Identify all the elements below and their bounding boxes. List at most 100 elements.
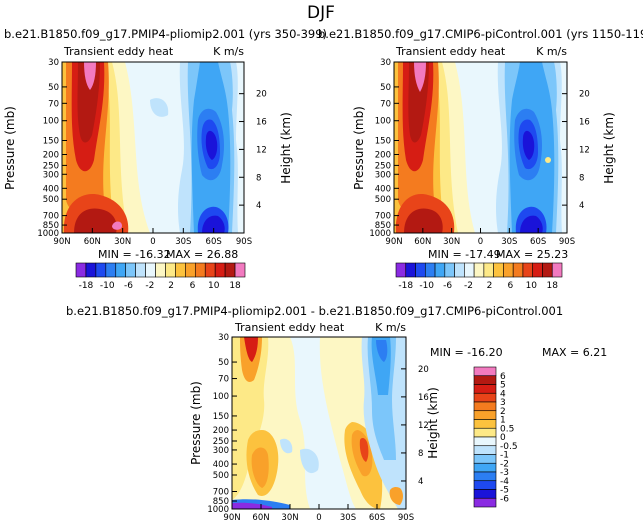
colorbar-tick-label: -10 xyxy=(100,281,115,291)
field-region xyxy=(359,437,369,462)
y-tick-label: 200 xyxy=(213,426,229,436)
y-tick-label: 50 xyxy=(48,83,59,93)
y-tick-label: 70 xyxy=(380,99,391,109)
max-label: MAX = 6.21 xyxy=(542,346,607,359)
y2-tick-label: 12 xyxy=(418,421,429,431)
y-tick-label: 1000 xyxy=(37,229,59,239)
colorbar-swatch xyxy=(115,262,127,278)
colorbar-swatch xyxy=(444,262,455,278)
colorbar-swatch xyxy=(473,419,497,429)
y2-tick-label: 8 xyxy=(418,449,423,459)
x-axis: 90N 60N 30N 0 30S 60S 90S xyxy=(53,228,252,247)
y-tick-label: 100 xyxy=(43,117,59,127)
x-tick-label: 60S xyxy=(206,237,222,247)
field-region xyxy=(280,438,293,454)
colorbar-swatch xyxy=(204,262,216,278)
colorbar-swatch xyxy=(135,262,146,278)
panel-pliomip: b.e21.B1850.f09_g17.PMIP4-pliomip2.001 (… xyxy=(3,27,327,291)
colorbar-tick-label: 0 xyxy=(500,433,506,443)
colorbar-swatch xyxy=(473,375,497,385)
colorbar-swatch xyxy=(175,262,186,278)
field-region xyxy=(150,98,169,117)
panel-subtitle-left: Transient eddy heat xyxy=(395,45,506,58)
y-tick-label: 850 xyxy=(213,497,229,507)
colorbar-swatch xyxy=(473,480,497,490)
panel-subtitle-right: K m/s xyxy=(213,45,244,58)
colorbar: -18 -10 -6 -2 2 6 10 18 xyxy=(75,262,246,291)
x-tick-label: 60S xyxy=(369,513,385,523)
colorbar-tick-label: -1 xyxy=(500,451,509,461)
field-region xyxy=(520,215,543,233)
colorbar-swatch xyxy=(473,392,497,403)
colorbar-tick-label: 3 xyxy=(500,398,506,408)
colorbar-tick-label: -6 xyxy=(443,281,452,291)
y-tick-label: 300 xyxy=(375,170,391,180)
colorbar-swatch xyxy=(395,262,407,278)
colorbar-tick-label: 10 xyxy=(208,281,220,291)
y-axis-label: Pressure (mb) xyxy=(352,106,366,190)
colorbar-tick-label: -2 xyxy=(145,281,154,291)
y-tick-label: 300 xyxy=(43,170,59,180)
y-tick-label: 250 xyxy=(213,437,229,447)
x-tick-label: 30N xyxy=(114,237,131,247)
y2-tick-label: 16 xyxy=(256,118,267,128)
y-tick-label: 70 xyxy=(48,99,59,109)
field-region xyxy=(205,130,218,160)
colorbar-swatch xyxy=(165,262,176,278)
colorbar-swatch xyxy=(473,384,497,394)
colorbar-swatch xyxy=(473,410,497,420)
field-region xyxy=(74,208,117,233)
colorbar-swatch xyxy=(75,262,87,278)
y-tick-label: 700 xyxy=(213,488,229,498)
colorbar-swatch xyxy=(483,262,494,278)
y-tick-label: 30 xyxy=(218,333,229,343)
field-region xyxy=(77,62,100,143)
y-tick-label: 150 xyxy=(375,136,391,146)
colorbar-swatch xyxy=(522,262,534,278)
colorbar-tick-label: -3 xyxy=(500,468,509,478)
colorbar-tick-label: 6 xyxy=(190,281,196,291)
panel-subtitle-right: K m/s xyxy=(375,321,406,334)
colorbar-swatch xyxy=(125,262,136,278)
x-tick-label: 90N xyxy=(385,237,402,247)
y-axis-label: Pressure (mb) xyxy=(3,106,17,190)
y-tick-label: 30 xyxy=(380,58,391,68)
colorbar-tick-label: -6 xyxy=(124,281,133,291)
colorbar-swatch xyxy=(473,427,497,438)
y2-tick-label: 4 xyxy=(579,201,584,211)
field-region xyxy=(404,208,443,233)
colorbar-swatch xyxy=(473,497,497,508)
colorbar-swatch xyxy=(95,262,107,278)
y2-tick-label: 20 xyxy=(579,90,590,100)
y2-axis-label: Height (km) xyxy=(279,112,293,183)
x-tick-label: 60N xyxy=(252,513,269,523)
y2-axis-label: Height (km) xyxy=(426,387,440,458)
field-region xyxy=(389,486,403,505)
colorbar-tick-label: -18 xyxy=(79,281,94,291)
x-tick-label: 0 xyxy=(150,237,155,247)
field-region xyxy=(244,337,258,362)
min-label: MIN = -17.49 xyxy=(428,248,501,261)
y2-tick-label: 16 xyxy=(418,393,429,403)
min-label: MIN = -16.20 xyxy=(430,346,503,359)
panel-title: b.e21.B1850.f09_g17.PMIP4-pliomip2.001 (… xyxy=(4,27,327,41)
x-axis: 90N 60N 30N 0 30S 60S 90S xyxy=(223,504,414,523)
colorbar-swatch xyxy=(473,401,497,412)
colorbar-tick-label: -18 xyxy=(398,281,413,291)
x-tick-label: 60N xyxy=(84,237,101,247)
y-tick-label: 200 xyxy=(375,151,391,161)
y-tick-label: 400 xyxy=(43,184,59,194)
field-region xyxy=(232,337,269,500)
y-tick-label: 30 xyxy=(48,58,59,68)
y2-tick-label: 4 xyxy=(256,201,261,211)
field-region xyxy=(376,340,388,362)
x-tick-label: 30N xyxy=(443,237,460,247)
colorbar-tick-label: 0.5 xyxy=(500,424,514,434)
colorbar-tick-label: 1 xyxy=(500,416,506,426)
y-tick-label: 500 xyxy=(213,471,229,481)
y-tick-label: 700 xyxy=(43,212,59,222)
colorbar-swatch xyxy=(145,262,156,278)
colorbar-tick-label: 18 xyxy=(229,281,241,291)
